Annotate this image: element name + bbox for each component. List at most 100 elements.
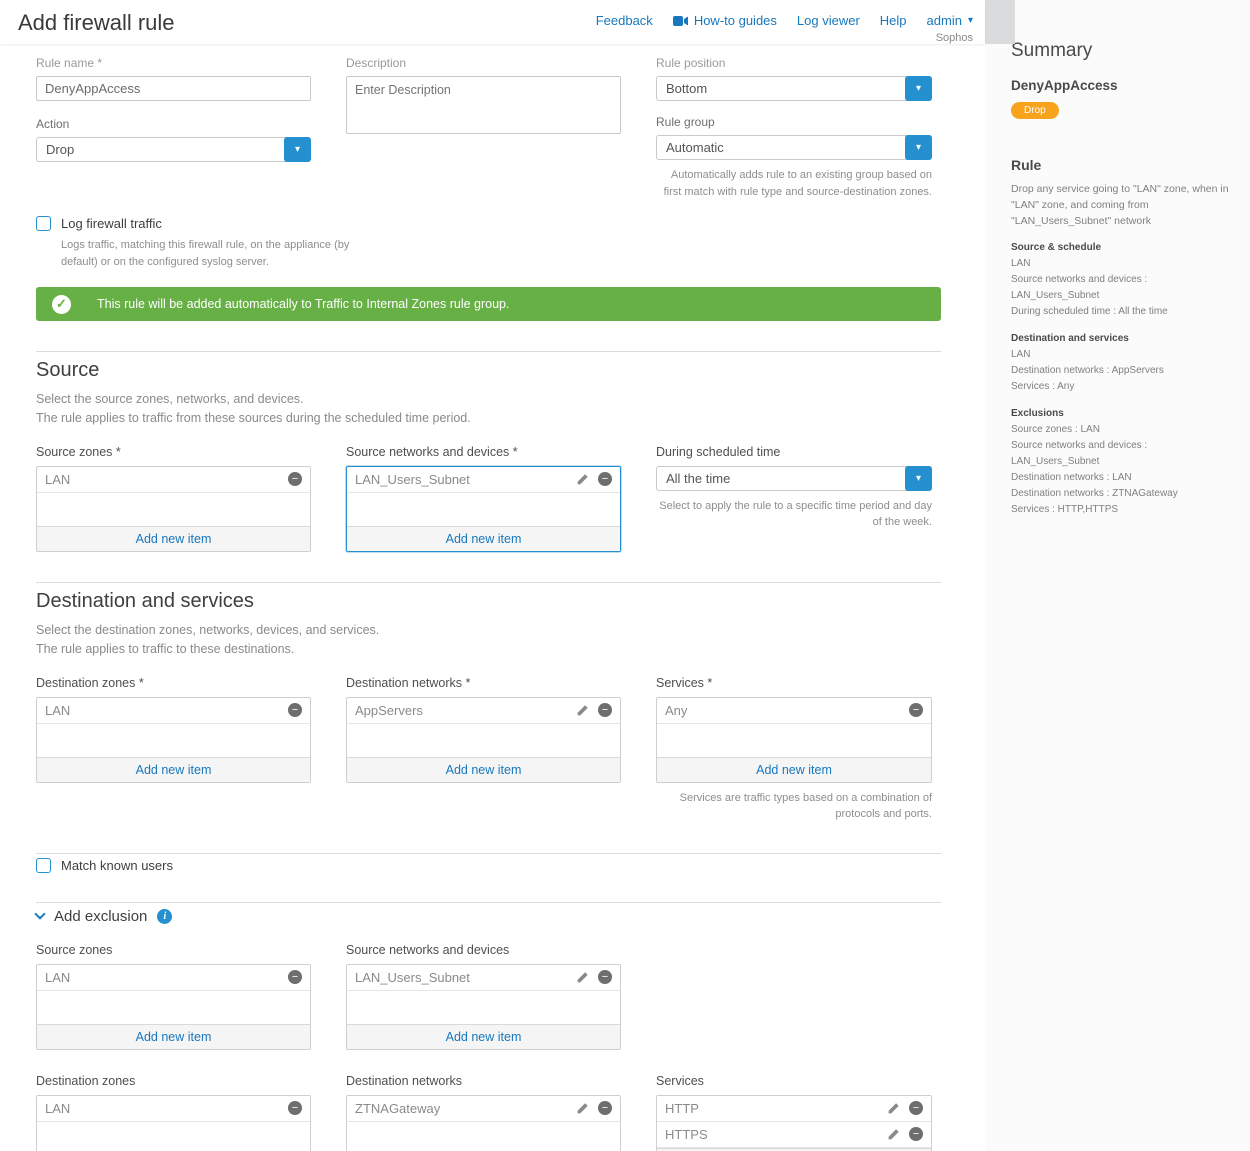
exclusion-services-box: HTTP − HTTPS − Add new item (656, 1094, 932, 1151)
destination-networks-box: AppServers − Add new item (346, 696, 621, 783)
summary-region: Summary DenyAppAccess Drop Rule Drop any… (985, 0, 1250, 1151)
summary-line: Source networks and devices : LAN_Users_… (1011, 274, 1148, 302)
remove-icon[interactable]: − (598, 1101, 612, 1116)
rule-name-input[interactable] (36, 76, 311, 101)
schedule-label: During scheduled time (656, 444, 781, 459)
chevron-down-icon: ▾ (915, 83, 922, 94)
summary-line: Source networks and devices : LAN_Users_… (1011, 440, 1148, 468)
schedule-value: All the time (666, 470, 731, 486)
rule-name-column: Rule name * Action Drop ▾ (36, 56, 311, 200)
destination-networks-column: Destination networks * AppServers − Add … (346, 676, 621, 823)
remove-icon[interactable]: − (598, 472, 612, 487)
rule-position-value: Bottom (666, 81, 708, 96)
dropdown-arrow-button[interactable]: ▾ (284, 137, 311, 162)
add-exclusion-toggle[interactable]: Add exclusion (54, 907, 148, 925)
empty-area (37, 1122, 310, 1151)
feedback-link[interactable]: Feedback (595, 13, 653, 28)
rule-position-select[interactable]: Bottom ▾ (656, 76, 932, 101)
scrollbar-track[interactable] (985, 0, 1015, 44)
dropdown-arrow-button[interactable]: ▾ (905, 135, 932, 160)
add-new-item-button[interactable]: Add new item (37, 525, 310, 551)
exclusion-dest-networks-box: ZTNAGateway − Add new item (346, 1094, 621, 1151)
chevron-down-icon[interactable] (34, 907, 46, 920)
list-item: LAN_Users_Subnet − (347, 965, 620, 991)
exclusion-dest-networks-label: Destination networks (346, 1073, 463, 1088)
exclusion-dest-zones-column: Destination zones LAN − Add new item (36, 1074, 311, 1151)
summary-line: Services : HTTP,HTTPS (1011, 504, 1119, 516)
empty-area (37, 493, 310, 526)
exclusion-source-networks-box: LAN_Users_Subnet − Add new item (346, 963, 621, 1050)
destination-zones-column: Destination zones * LAN − Add new item (36, 676, 311, 823)
rule-group-label: Rule group (656, 115, 715, 129)
rule-name-label: Rule name * (36, 56, 103, 70)
schedule-column: During scheduled time All the time ▾ Sel… (656, 445, 932, 552)
summary-exclusions-heading: Exclusions (1011, 408, 1064, 420)
summary-rule-text: Drop any service going to "LAN" zone, wh… (1011, 183, 1229, 227)
remove-icon[interactable]: − (288, 703, 302, 718)
summary-source-schedule-heading: Source & schedule (1011, 242, 1102, 254)
remove-icon[interactable]: − (598, 703, 612, 718)
destination-desc-1: Select the destination zones, networks, … (36, 622, 380, 637)
remove-icon[interactable]: − (598, 970, 612, 985)
add-new-item-button[interactable]: Add new item (37, 756, 310, 782)
remove-icon[interactable]: − (909, 1127, 923, 1142)
action-select[interactable]: Drop ▾ (36, 137, 311, 162)
summary-panel: Summary DenyAppAccess Drop Rule Drop any… (1011, 40, 1236, 518)
edit-icon[interactable] (576, 971, 589, 984)
help-link[interactable]: Help (879, 13, 907, 28)
rule-group-select[interactable]: Automatic ▾ (656, 135, 932, 160)
services-label: Services * (656, 675, 713, 690)
edit-icon[interactable] (576, 704, 589, 717)
add-new-item-button[interactable]: Add new item (347, 525, 620, 551)
log-firewall-traffic-checkbox[interactable] (36, 216, 51, 231)
edit-icon[interactable] (576, 1102, 589, 1115)
remove-icon[interactable]: − (909, 703, 923, 718)
info-icon[interactable]: i (157, 908, 173, 924)
exclusion-source-zones-label: Source zones (36, 942, 113, 957)
admin-menu: admin ▾ Sophos (927, 13, 973, 44)
dropdown-arrow-button[interactable]: ▾ (905, 76, 932, 101)
match-known-users-checkbox[interactable] (36, 857, 51, 873)
general-settings-panel: Rule name * Action Drop ▾ Description Ru… (0, 44, 985, 340)
remove-icon[interactable]: − (288, 1101, 302, 1116)
list-item: LAN − (37, 965, 310, 991)
edit-icon[interactable] (887, 1128, 900, 1141)
list-item: ZTNAGateway − (347, 1096, 620, 1122)
empty-cell (656, 943, 932, 1050)
remove-icon[interactable]: − (288, 472, 302, 487)
rule-position-label: Rule position (656, 56, 726, 70)
howto-guides-link[interactable]: How-to guides (672, 13, 777, 28)
add-new-item-button[interactable]: Add new item (37, 1023, 310, 1049)
remove-icon[interactable]: − (909, 1101, 923, 1116)
edit-icon[interactable] (576, 473, 589, 486)
dropdown-arrow-button[interactable]: ▾ (905, 465, 932, 491)
add-new-item-button[interactable]: Add new item (347, 756, 620, 782)
rule-position-column: Rule position Bottom ▾ Rule group Automa… (656, 56, 932, 200)
exclusion-services-label: Services (656, 1073, 704, 1088)
add-new-item-button[interactable]: Add new item (657, 756, 931, 782)
exclusion-source-zones-column: Source zones LAN − Add new item (36, 943, 311, 1050)
remove-icon[interactable]: − (288, 970, 302, 985)
admin-dropdown[interactable]: admin ▾ (926, 13, 973, 28)
rule-group-value: Automatic (666, 140, 724, 155)
main-column: Add firewall rule Feedback How-to guides… (0, 0, 985, 1151)
add-new-item-button[interactable]: Add new item (347, 1023, 620, 1049)
summary-destination-heading: Destination and services (1011, 333, 1129, 345)
page-title: Add firewall rule (18, 10, 175, 35)
list-item: LAN − (37, 1096, 310, 1122)
list-item: LAN_Users_Subnet − (347, 467, 620, 493)
summary-line: LAN (1011, 349, 1031, 361)
add-new-item-button[interactable]: Add new item (657, 1147, 931, 1151)
description-input[interactable] (346, 76, 621, 134)
summary-line: Destination networks : LAN (1011, 472, 1132, 484)
description-column: Description (346, 56, 621, 200)
exclusion-source-networks-column: Source networks and devices LAN_Users_Su… (346, 943, 621, 1050)
source-zones-column: Source zones * LAN − Add new item (36, 445, 311, 552)
services-column: Services * Any − Add new item Services a… (656, 676, 932, 823)
list-item: LAN − (37, 698, 310, 724)
action-label: Action (36, 117, 70, 131)
source-networks-box: LAN_Users_Subnet − Add new item (346, 465, 621, 552)
edit-icon[interactable] (887, 1102, 900, 1115)
schedule-select[interactable]: All the time ▾ (656, 465, 932, 491)
log-viewer-link[interactable]: Log viewer (796, 13, 860, 28)
